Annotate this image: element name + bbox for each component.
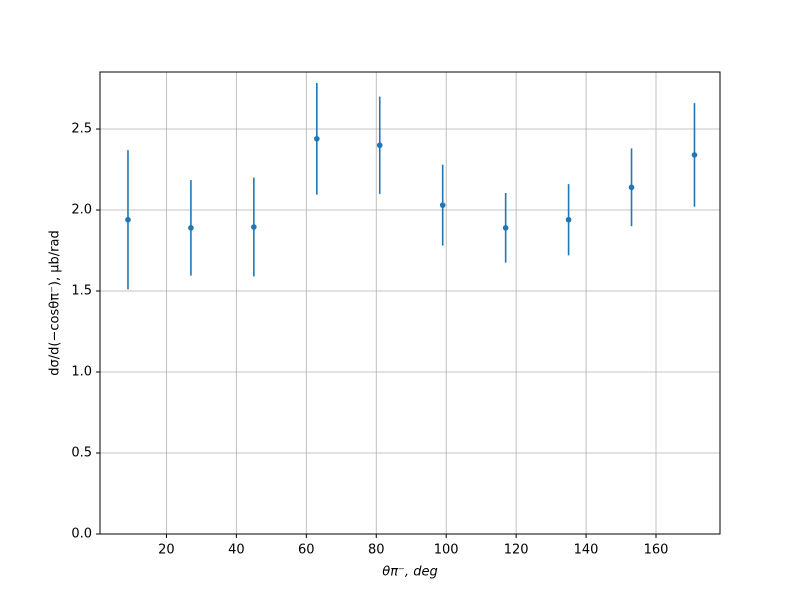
data-point: [565, 216, 572, 223]
y-tick-label: 2.0: [71, 203, 92, 218]
data-point: [125, 216, 131, 223]
y-tick-label: 2.5: [71, 122, 92, 137]
x-tick-label: 100: [434, 543, 459, 558]
data-point: [628, 184, 635, 191]
y-tick-label: 0.0: [71, 527, 92, 542]
data-point: [251, 224, 257, 230]
data-point: [314, 135, 320, 142]
y-tick-label: 1.5: [71, 284, 92, 299]
x-tick-label: 60: [298, 543, 315, 558]
x-tick-label: 40: [228, 543, 245, 558]
data-point: [691, 152, 698, 158]
x-tick-label: 120: [504, 543, 529, 558]
data-point: [188, 225, 194, 231]
x-tick-label: 20: [158, 543, 175, 558]
data-point: [439, 202, 446, 208]
x-axis-label: θπ⁻, deg: [382, 565, 437, 580]
y-tick-label: 1.0: [71, 365, 92, 380]
x-tick-label: 160: [644, 543, 669, 558]
data-point: [376, 142, 383, 149]
y-axis-label: dσ/d(−cosθπ⁻), μb/rad: [48, 230, 63, 375]
y-tick-label: 0.5: [71, 446, 92, 461]
data-point: [502, 225, 509, 231]
plot-frame: [99, 71, 721, 535]
x-tick-label: 80: [368, 543, 385, 558]
x-tick-label: 140: [574, 543, 599, 558]
